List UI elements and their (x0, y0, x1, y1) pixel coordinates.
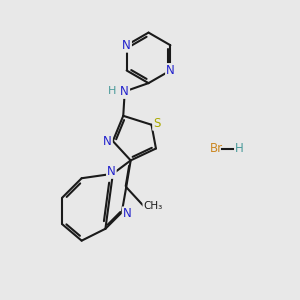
Text: Br: Br (209, 142, 223, 155)
Text: S: S (153, 117, 160, 130)
Text: N: N (120, 85, 129, 98)
Text: N: N (107, 165, 116, 178)
Text: N: N (123, 207, 131, 220)
Text: N: N (166, 64, 175, 77)
Text: N: N (122, 39, 131, 52)
Text: N: N (103, 135, 112, 148)
Text: CH₃: CH₃ (143, 202, 163, 212)
Text: H: H (108, 86, 116, 96)
Text: H: H (235, 142, 244, 155)
